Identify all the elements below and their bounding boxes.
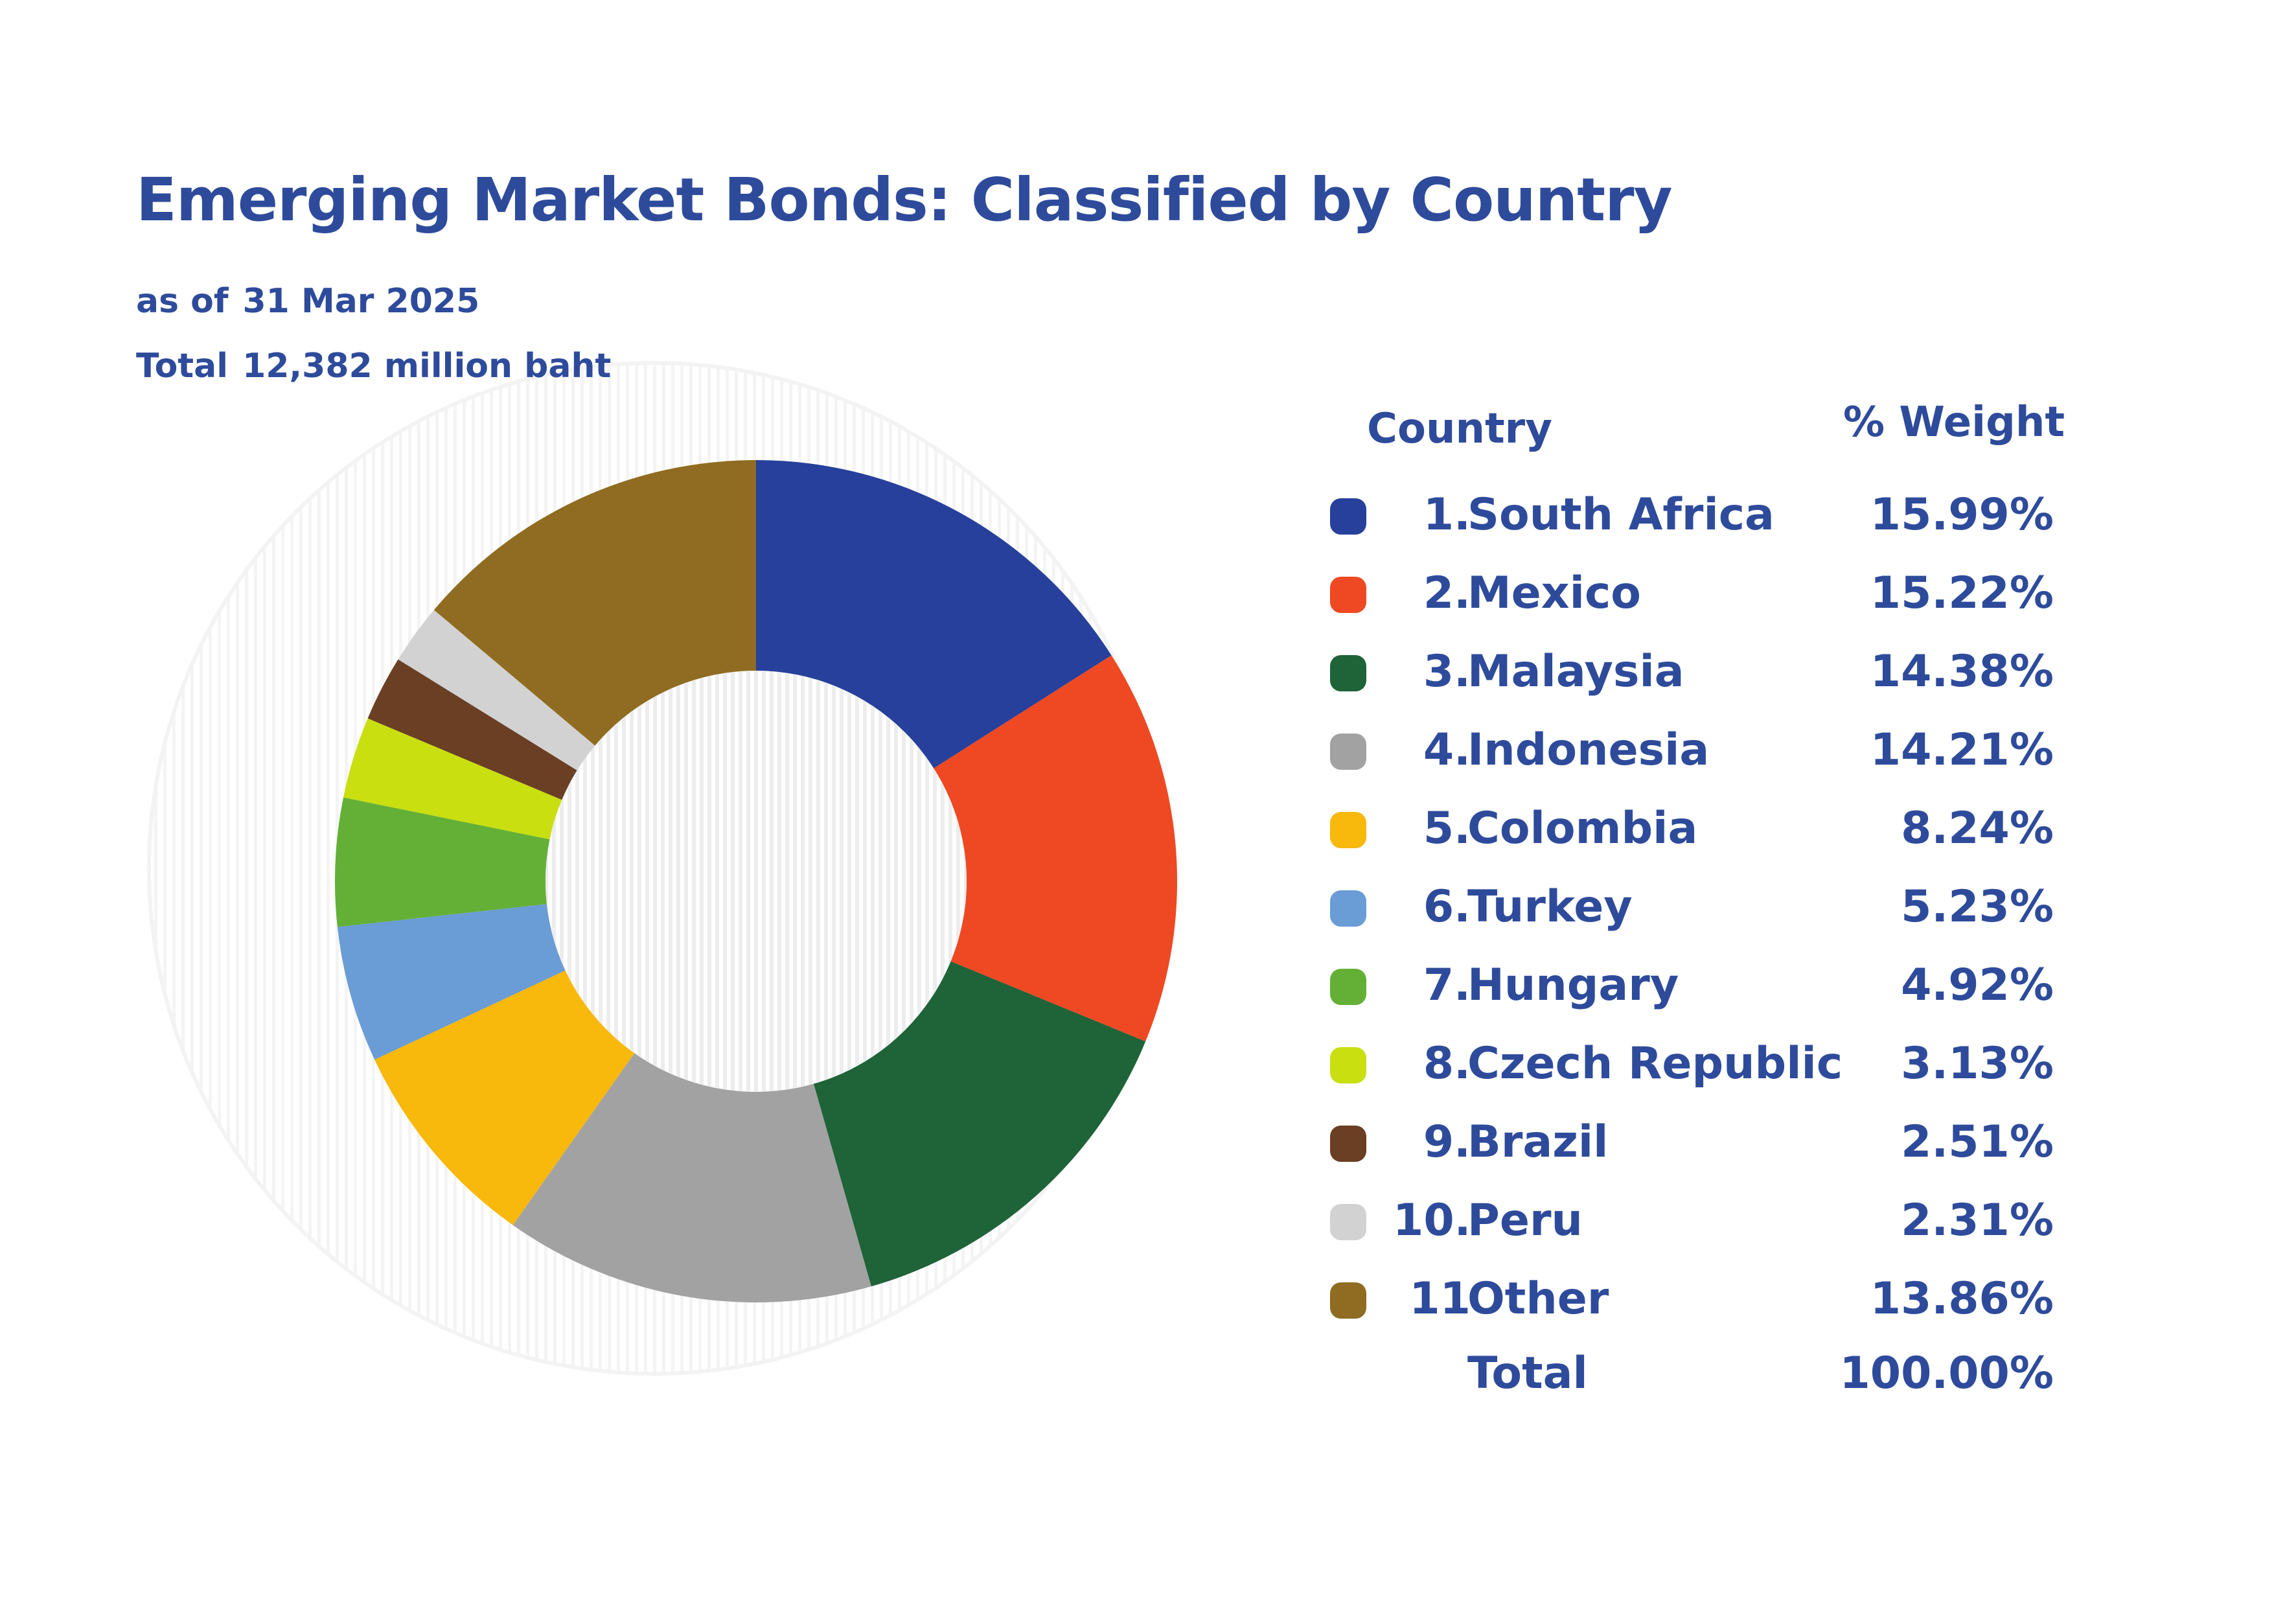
legend-weight-value: 3.13% xyxy=(1901,1038,2054,1089)
legend-weight-value: 15.22% xyxy=(1870,568,2054,619)
chart-title: Emerging Market Bonds: Classified by Cou… xyxy=(136,165,1673,235)
legend-total-value: 100.00% xyxy=(1839,1348,2054,1399)
legend-country-name: Brazil xyxy=(1467,1116,1609,1168)
legend-country-name: Indonesia xyxy=(1467,724,1710,776)
legend-swatch xyxy=(1330,1282,1366,1319)
legend-rank: 6. xyxy=(1423,881,1471,932)
legend-total-label: Total xyxy=(1467,1348,1588,1399)
legend-swatch xyxy=(1330,812,1366,848)
legend-rank: 9. xyxy=(1423,1116,1471,1168)
legend-swatch xyxy=(1330,577,1366,613)
legend-header-country: Country xyxy=(1367,405,1552,453)
legend-weight-value: 4.92% xyxy=(1901,960,2054,1011)
legend-swatch xyxy=(1330,498,1366,535)
total-amount-value: 12,382 million baht xyxy=(242,347,612,386)
legend-country-name: Malaysia xyxy=(1467,646,1684,697)
total-amount-label: Total xyxy=(136,347,229,386)
legend-swatch xyxy=(1330,734,1366,770)
legend-row: 2. Mexico 15.22% xyxy=(1328,561,2054,626)
legend-rank: 11 xyxy=(1409,1273,1471,1324)
legend-country-name: Hungary xyxy=(1467,960,1679,1011)
legend-country-name: Peru xyxy=(1467,1195,1583,1246)
as-of-line: as of 31 Mar 2025 xyxy=(136,282,479,321)
legend-swatch xyxy=(1330,655,1366,691)
legend-weight-value: 15.99% xyxy=(1870,489,2054,540)
legend-country-name: Other xyxy=(1467,1273,1609,1324)
legend-swatch xyxy=(1330,969,1366,1005)
donut-hole xyxy=(545,671,967,1092)
legend-row: 11 Other 13.86% xyxy=(1328,1267,2054,1332)
legend-header-weight: % Weight xyxy=(1843,399,2065,446)
legend-country-name: Colombia xyxy=(1467,803,1698,854)
legend-row: 6. Turkey 5.23% xyxy=(1328,875,2054,940)
total-amount-line: Total 12,382 million baht xyxy=(136,347,611,386)
legend-rank: 7. xyxy=(1423,960,1471,1011)
slice-hungary xyxy=(335,797,756,927)
legend-country-name: South Africa xyxy=(1467,489,1774,540)
legend-rank: 4. xyxy=(1423,724,1471,776)
legend-row: 3. Malaysia 14.38% xyxy=(1328,640,2054,704)
legend-row: 9. Brazil 2.51% xyxy=(1328,1110,2054,1175)
legend-row: 8. Czech Republic 3.13% xyxy=(1328,1032,2054,1096)
legend-swatch xyxy=(1330,1204,1366,1240)
legend-weight-value: 5.23% xyxy=(1901,881,2054,932)
legend-row: 7. Hungary 4.92% xyxy=(1328,953,2054,1018)
legend-country-name: Turkey xyxy=(1467,881,1633,932)
as-of-date: 31 Mar 2025 xyxy=(242,282,480,321)
legend-row: 10. Peru 2.31% xyxy=(1328,1188,2054,1253)
legend-rank: 8. xyxy=(1423,1038,1471,1089)
legend-weight-value: 13.86% xyxy=(1870,1273,2054,1324)
legend-swatch xyxy=(1330,890,1366,927)
legend-weight-value: 14.38% xyxy=(1870,646,2054,697)
legend-rank: 1. xyxy=(1423,489,1471,540)
legend-country-name: Mexico xyxy=(1467,568,1641,619)
legend-swatch xyxy=(1330,1047,1366,1083)
slice-mexico xyxy=(756,655,1177,1042)
legend-weight-value: 2.51% xyxy=(1901,1116,2054,1168)
legend-total-row: Total 100.00% xyxy=(1328,1341,2054,1406)
as-of-label: as of xyxy=(136,282,229,321)
legend-rank: 5. xyxy=(1423,803,1471,854)
legend-country-name: Czech Republic xyxy=(1467,1038,1843,1089)
legend-weight-value: 14.21% xyxy=(1870,724,2054,776)
legend-rank: 2. xyxy=(1423,568,1471,619)
legend-swatch xyxy=(1330,1126,1366,1162)
legend-weight-value: 2.31% xyxy=(1901,1195,2054,1246)
legend-row: 5. Colombia 8.24% xyxy=(1328,796,2054,861)
legend-weight-value: 8.24% xyxy=(1901,803,2054,854)
legend-rank: 10. xyxy=(1393,1195,1471,1246)
legend-rank: 3. xyxy=(1423,646,1471,697)
legend-row: 4. Indonesia 14.21% xyxy=(1328,718,2054,783)
legend-row: 1. South Africa 15.99% xyxy=(1328,483,2054,548)
